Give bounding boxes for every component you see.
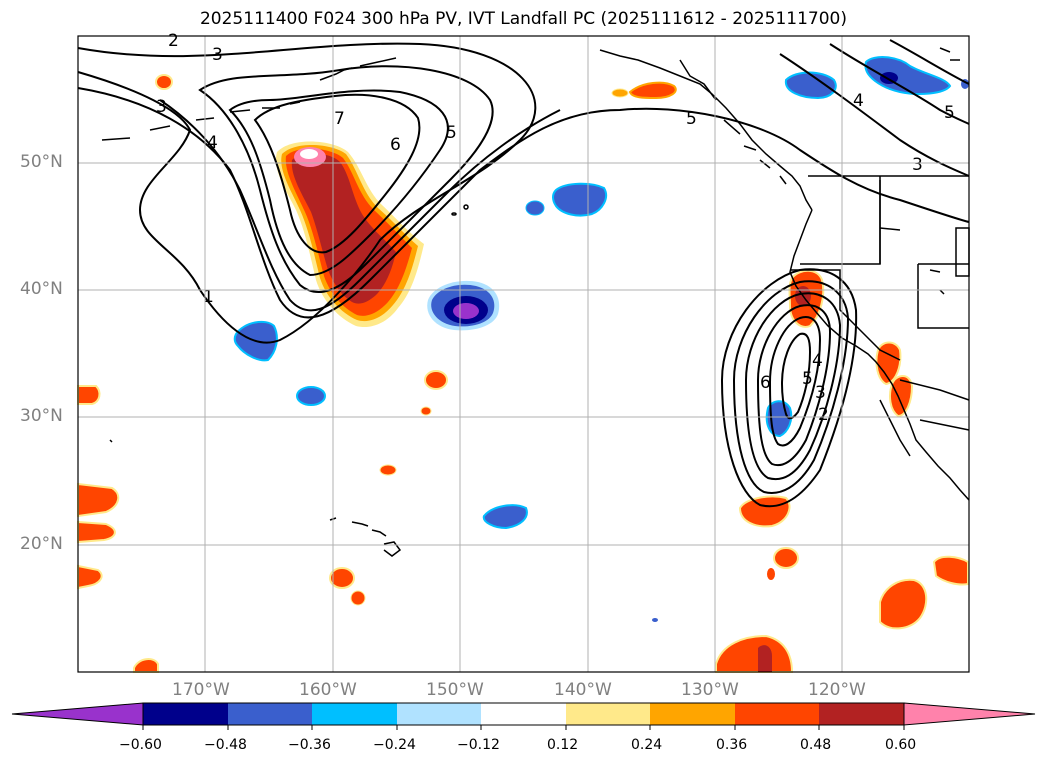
- contour-label: 2: [168, 31, 179, 51]
- colorbar-tick-label: −0.60: [119, 737, 162, 753]
- contour-label: 3: [912, 155, 923, 175]
- colorbar-tick-label: 0.24: [631, 737, 663, 753]
- colorbar-tick-label: −0.36: [288, 737, 331, 753]
- contour-label: 5: [686, 109, 697, 129]
- colorbar-segment: [228, 703, 312, 725]
- colorbar-segment: [312, 703, 397, 725]
- colorbar-segment: [735, 703, 819, 725]
- lon-label: 120°W: [808, 680, 866, 700]
- lon-label: 130°W: [681, 680, 739, 700]
- colorbar-segment: [397, 703, 481, 725]
- colorbar-extend-max: [903, 702, 1036, 726]
- contour-labels-north: 2 3 3 4 1 7 6 5 5 4 5 3: [156, 31, 955, 307]
- colorbar-segment: [143, 703, 228, 725]
- contour-label: 2: [818, 405, 829, 425]
- colorbar-segment: [650, 703, 735, 725]
- colorbar-tick-label: −0.48: [204, 737, 247, 753]
- lon-label: 140°W: [554, 680, 612, 700]
- contour-labels-east: 6 5 4 3 2: [760, 351, 829, 425]
- colorbar-tick-label: 0.12: [547, 737, 579, 753]
- map-frame: [77, 35, 970, 673]
- contour-label: 5: [944, 103, 955, 123]
- lat-label: 30°N: [20, 406, 63, 426]
- contour-label: 4: [207, 133, 218, 153]
- colorbar-extend-min: [11, 702, 144, 726]
- contour-label: 7: [334, 109, 345, 129]
- contour-label: 4: [812, 351, 823, 371]
- colorbar-tick-label: 0.36: [716, 737, 748, 753]
- lon-label: 160°W: [299, 680, 357, 700]
- colorbar-segment: [819, 703, 904, 725]
- contour-label: 4: [853, 91, 864, 111]
- lat-label: 50°N: [20, 152, 63, 172]
- colorbar-tick-label: 0.60: [885, 737, 917, 753]
- contour-label: 3: [212, 45, 223, 65]
- contour-label: 6: [390, 135, 401, 155]
- colorbar-tick-label: −0.24: [373, 737, 416, 753]
- contour-label: 3: [815, 383, 826, 403]
- lon-label: 170°W: [172, 680, 230, 700]
- contour-label: 5: [802, 369, 813, 389]
- colorbar-segment: [566, 703, 650, 725]
- coastlines: [101, 47, 970, 557]
- lat-label: 40°N: [20, 279, 63, 299]
- contour-label: 6: [760, 373, 771, 393]
- colorbar-tick-label: −0.12: [457, 737, 500, 753]
- contour-label: 3: [156, 97, 167, 117]
- lon-label: 150°W: [426, 680, 484, 700]
- map-background: [78, 36, 969, 672]
- gridlines: [78, 36, 969, 672]
- pv-shading: [77, 56, 969, 673]
- lat-label: 20°N: [20, 534, 63, 554]
- colorbar-tick-label: 0.48: [800, 737, 832, 753]
- colorbar: [11, 702, 1036, 730]
- contour-label: 1: [203, 287, 214, 307]
- contour-label: 5: [446, 123, 457, 143]
- figure-title: 2025111400 F024 300 hPa PV, IVT Landfall…: [199, 9, 847, 29]
- colorbar-segment: [481, 703, 566, 725]
